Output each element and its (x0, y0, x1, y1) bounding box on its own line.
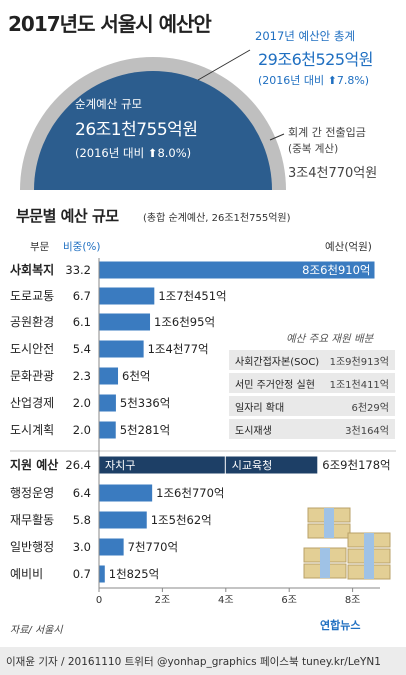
column-header-dept: 부문 (30, 241, 50, 253)
x-tick-label: 0 (96, 595, 102, 606)
segment-label: 자치구 (105, 459, 135, 472)
category-label: 도로교통 (10, 289, 54, 303)
share-label: 2.0 (73, 396, 91, 410)
share-label: 2.0 (73, 423, 91, 437)
x-tick-label: 4조 (218, 595, 234, 606)
value-label: 6조9천178억 (322, 458, 390, 472)
bar (99, 538, 124, 556)
bar (99, 367, 119, 385)
share-label: 26.4 (65, 458, 91, 472)
transfer-pointer-line (269, 133, 285, 141)
page-title: 2017년도 서울시 예산안 (8, 12, 212, 36)
column-header-share: 비중(%) (63, 241, 101, 253)
net-budget-change: (2016년 대비 ⬆8.0%) (75, 146, 192, 160)
supplementary-value: 3천164억 (345, 425, 389, 437)
footer-bar (0, 647, 406, 675)
value-label: 1천825억 (109, 567, 159, 581)
bar (99, 261, 375, 279)
total-budget-label: 2017년 예산안 총계 (255, 29, 356, 43)
source-credit: 자료/ 서울시 (10, 625, 63, 636)
category-label: 행정운영 (10, 485, 54, 500)
bar (99, 287, 155, 305)
section-title: 부문별 예산 규모 (16, 207, 119, 225)
net-budget-value: 26조1천755억원 (75, 120, 198, 140)
bar (99, 313, 151, 331)
transfer-sub: (중복 계산) (288, 143, 339, 155)
transfer-value: 3조4천770억원 (288, 166, 378, 181)
money-stack-icon (303, 507, 391, 580)
value-label: 1조7천451억 (158, 289, 226, 303)
bar (99, 340, 144, 358)
x-tick-label: 6조 (281, 595, 297, 606)
net-budget-label: 순계예산 규모 (75, 97, 143, 111)
category-label: 산업경제 (10, 396, 54, 410)
value-label: 6천억 (122, 369, 150, 383)
category-label: 공원환경 (10, 315, 54, 329)
supplementary-title: 예산 주요 재원 배분 (286, 333, 374, 345)
value-label: 7천770억 (128, 540, 178, 554)
supplementary-row: 도시재생 3천164억 (229, 419, 395, 439)
x-tick-label: 2조 (155, 595, 171, 606)
category-label: 문화관광 (10, 369, 54, 383)
bar (99, 511, 147, 529)
category-label: 예비비 (10, 567, 43, 581)
supplementary-value: 6천29억 (351, 402, 390, 414)
supplementary-row: 서민 주거안정 실현 1조1천411억 (229, 373, 395, 393)
supplementary-value: 1조1천411억 (329, 379, 389, 391)
total-budget-value: 29조6천525억원 (258, 50, 373, 69)
bar-segment (225, 456, 318, 474)
x-tick-label: 8조 (345, 595, 361, 606)
supplementary-label: 도시재생 (235, 425, 272, 437)
total-pointer-line (197, 49, 251, 81)
value-label: 1조6천770억 (156, 486, 224, 500)
segment-label: 시교육청 (232, 459, 272, 472)
share-label: 5.8 (73, 513, 91, 527)
supplementary-label: 사회간접자본(SOC) (235, 356, 320, 368)
value-label: 5천336억 (120, 396, 170, 410)
overview-graphic (20, 49, 286, 190)
bar (99, 421, 116, 439)
supplementary-row: 일자리 확대 6천29억 (229, 396, 395, 416)
value-label: 8조6천910억 (302, 263, 370, 277)
section-subtitle: (총합 순계예산, 26조1천755억원) (143, 213, 291, 224)
category-label: 도시계획 (10, 423, 54, 437)
category-label: 사회복지 (10, 262, 54, 277)
column-header-budget: 예산(억원) (325, 241, 372, 253)
share-label: 2.3 (73, 369, 91, 383)
share-label: 6.4 (73, 486, 91, 500)
share-label: 6.1 (73, 315, 91, 329)
category-label: 지원 예산 (10, 457, 58, 472)
total-budget-change: (2016년 대비 ⬆7.8%) (258, 74, 370, 87)
value-label: 1조5천62억 (151, 513, 212, 527)
supplementary-value: 1조9천913억 (329, 356, 389, 368)
net-budget-circle (34, 71, 272, 190)
category-label: 일반행정 (10, 539, 54, 554)
bar (99, 565, 105, 583)
supplementary-label: 일자리 확대 (235, 402, 285, 414)
share-label: 33.2 (65, 263, 91, 277)
yonhap-logo: 연합뉴스 (320, 619, 361, 632)
bar-segment (99, 456, 225, 474)
share-label: 5.4 (73, 342, 91, 356)
share-label: 0.7 (73, 567, 91, 581)
category-label: 도시안전 (10, 342, 54, 356)
share-label: 3.0 (73, 540, 91, 554)
supplementary-row: 사회간접자본(SOC) 1조9천913억 (229, 350, 395, 370)
value-label: 1조6천95억 (154, 315, 215, 329)
supplementary-table: 사회간접자본(SOC) 1조9천913억 서민 주거안정 실현 1조1천411억… (229, 350, 395, 442)
category-label: 재무활동 (10, 513, 54, 527)
share-label: 6.7 (73, 289, 91, 303)
supplementary-label: 서민 주거안정 실현 (235, 379, 315, 391)
footer-credit: 이재윤 기자 / 20161110 트위터 @yonhap_graphics 페… (6, 656, 381, 668)
value-label: 1조4천77억 (148, 342, 209, 356)
bar (99, 394, 116, 412)
value-label: 5천281억 (120, 423, 170, 437)
bar (99, 484, 153, 502)
transfer-label: 회계 간 전출입금 (288, 126, 366, 139)
